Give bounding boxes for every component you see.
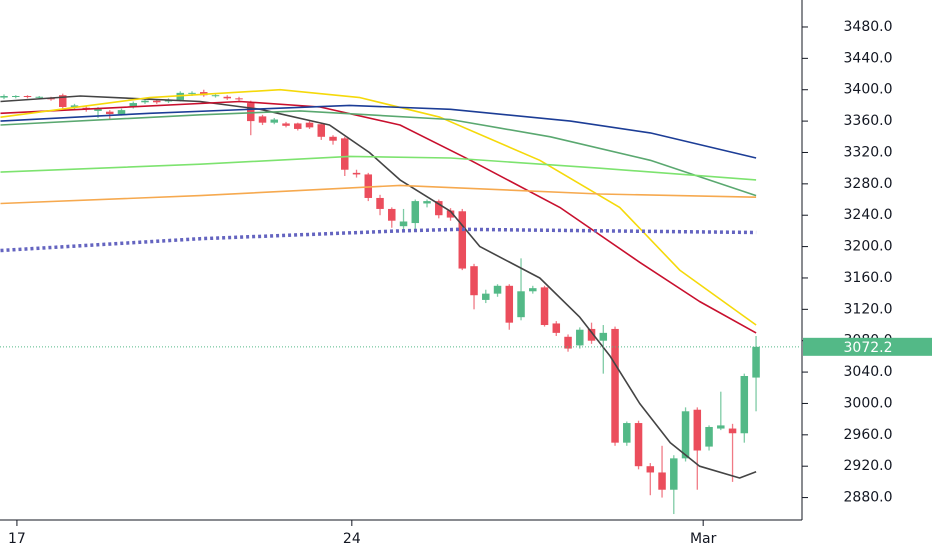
moving-average-line — [0, 184, 757, 205]
y-tick-label: 3000.0 — [844, 395, 893, 411]
candle-body — [117, 110, 126, 115]
candle-body — [411, 201, 420, 224]
candle-body — [70, 105, 79, 107]
last-price-box — [803, 337, 932, 356]
moving-average-line — [0, 95, 757, 479]
y-tick-label: 3040.0 — [844, 364, 893, 380]
candle-body — [35, 96, 43, 98]
candle-body — [752, 346, 760, 378]
candle-body — [317, 124, 326, 137]
candle-body — [705, 426, 713, 447]
candle-body — [305, 122, 314, 128]
candle-body — [505, 285, 514, 323]
candle-body — [576, 329, 584, 346]
candle-body — [106, 111, 114, 115]
candle-body — [564, 336, 572, 349]
y-tick-label: 3360.0 — [844, 113, 893, 129]
moving-average-line — [0, 227, 757, 253]
candle-body — [223, 96, 232, 99]
moving-average-line — [0, 88, 757, 326]
candle-body — [552, 323, 561, 333]
candle-body — [188, 92, 196, 94]
moving-average-line — [0, 110, 757, 197]
candle-body — [529, 288, 537, 292]
moving-average-line — [0, 104, 757, 159]
candle-body — [482, 293, 490, 300]
y-tick-label: 3160.0 — [844, 270, 893, 286]
candle-body — [493, 285, 502, 294]
candle-body — [728, 428, 737, 434]
y-tick-label: 2880.0 — [844, 490, 893, 506]
candle-body — [282, 123, 290, 126]
y-tick-label: 2920.0 — [844, 458, 893, 474]
candle-body — [129, 103, 138, 107]
moving-average-line — [0, 100, 757, 334]
x-tick-label: 24 — [343, 531, 361, 547]
candle-body — [599, 332, 608, 341]
moving-average-line — [0, 155, 757, 181]
candle-body — [364, 174, 373, 198]
candle-body — [141, 100, 149, 103]
candle-body — [58, 95, 67, 107]
candle-body — [294, 123, 302, 129]
candle-body — [376, 197, 384, 209]
y-tick-label: 3240.0 — [844, 207, 893, 223]
candle-body — [47, 98, 55, 100]
candle-body — [470, 266, 478, 296]
candle-body — [0, 96, 8, 98]
candle-body — [634, 423, 643, 467]
candle-body — [11, 96, 20, 97]
last-price-label: 3072.2 — [844, 340, 893, 356]
candle-body — [388, 208, 396, 221]
candle-body — [681, 411, 690, 459]
y-tick-label: 3320.0 — [844, 144, 893, 160]
candle-body — [235, 98, 243, 100]
candle-body — [341, 138, 349, 170]
candle-body — [623, 423, 631, 443]
candle-body — [587, 328, 596, 341]
y-tick-label: 3280.0 — [844, 176, 893, 192]
candle-body — [646, 466, 655, 473]
candle-body — [540, 287, 549, 326]
candle-body — [82, 107, 91, 109]
y-tick-label: 3120.0 — [844, 301, 893, 317]
candle-body — [399, 221, 408, 227]
y-tick-label: 3400.0 — [844, 82, 893, 98]
y-tick-label: 3440.0 — [844, 50, 893, 66]
candle-body — [211, 95, 220, 97]
candle-body — [740, 376, 749, 434]
candle-body — [693, 409, 702, 451]
candle-body — [270, 119, 279, 123]
y-tick-label: 3200.0 — [844, 239, 893, 255]
candle-body — [329, 136, 337, 141]
candle-body — [458, 211, 467, 269]
candle-body — [517, 291, 525, 318]
candle-body — [153, 100, 161, 103]
y-tick-label: 2960.0 — [844, 427, 893, 443]
candle-body — [423, 201, 431, 204]
candle-body — [435, 201, 443, 216]
candle-body — [670, 458, 678, 490]
candle-body — [94, 108, 102, 111]
candle-body — [611, 328, 619, 443]
x-tick-label: 17 — [8, 531, 26, 547]
candle-body — [717, 425, 725, 429]
candle-body — [23, 96, 32, 97]
candle-body — [446, 210, 455, 218]
x-tick-label: Mar — [690, 531, 717, 547]
candle-body — [658, 472, 666, 490]
y-tick-label: 3480.0 — [844, 19, 893, 35]
candle-body — [352, 172, 361, 175]
candle-body — [258, 116, 267, 123]
